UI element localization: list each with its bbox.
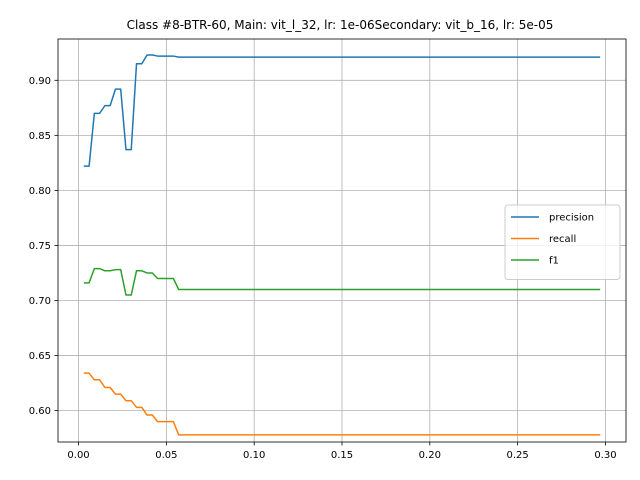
legend-label-precision: precision <box>549 213 594 224</box>
y-tick-label: 0.90 <box>29 76 51 87</box>
y-tick-label: 0.65 <box>29 351 51 362</box>
y-tick-label: 0.80 <box>29 186 51 197</box>
y-axis-ticks: 0.60 0.65 0.70 0.75 0.80 0.85 0.90 <box>29 76 58 417</box>
series-line-f1 <box>83 267 601 296</box>
legend-box <box>504 204 621 280</box>
y-tick-label: 0.60 <box>29 406 51 417</box>
legend: precision recall f1 <box>504 204 621 280</box>
y-tick-label: 0.75 <box>29 241 51 252</box>
series-line-recall <box>83 372 601 436</box>
x-tick-label: 0.00 <box>67 450 89 461</box>
x-tick-label: 0.05 <box>155 450 177 461</box>
x-tick-label: 0.20 <box>419 450 441 461</box>
chart-title: Class #8-BTR-60, Main: vit_l_32, lr: 1e-… <box>127 18 554 32</box>
x-tick-label: 0.10 <box>243 450 265 461</box>
legend-label-recall: recall <box>549 234 576 245</box>
legend-label-f1: f1 <box>549 256 559 267</box>
x-tick-label: 0.15 <box>331 450 353 461</box>
x-tick-label: 0.25 <box>507 450 529 461</box>
y-tick-label: 0.85 <box>29 131 51 142</box>
x-tick-label: 0.30 <box>594 450 616 461</box>
series-line-precision <box>83 54 601 167</box>
series-lines <box>83 54 601 436</box>
y-tick-label: 0.70 <box>29 296 51 307</box>
x-axis-ticks: 0.00 0.05 0.10 0.15 0.20 0.25 0.30 <box>67 442 617 461</box>
